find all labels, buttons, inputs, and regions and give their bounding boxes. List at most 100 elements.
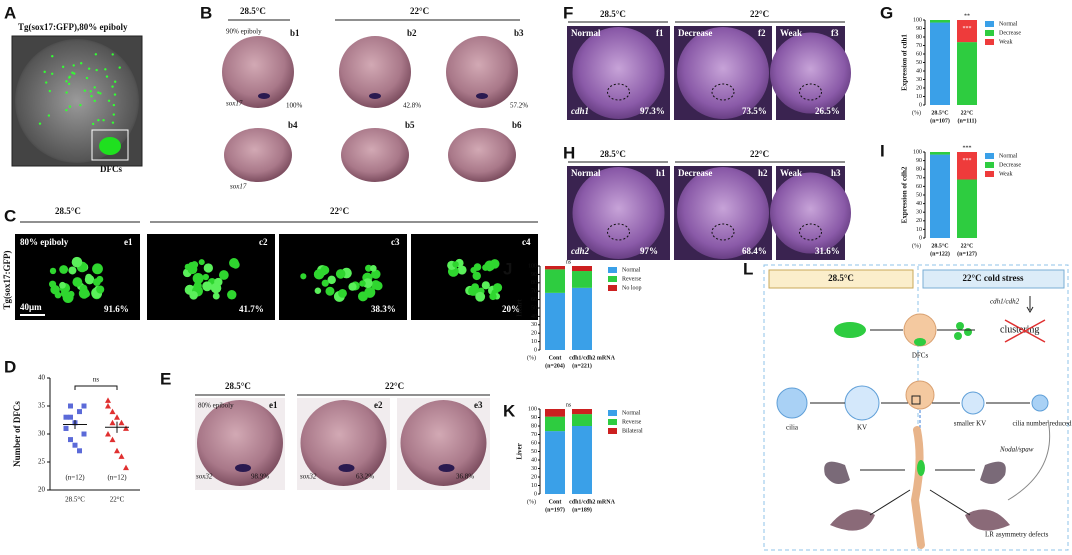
gfp-cell bbox=[371, 269, 381, 279]
y-tick-label: 80 bbox=[916, 167, 922, 173]
gfp-cell bbox=[111, 121, 115, 124]
gfp-cell bbox=[65, 91, 68, 94]
legend-label: Normal bbox=[622, 267, 641, 273]
bar-segment bbox=[930, 152, 950, 155]
x-tick-label: 28.5°C bbox=[65, 496, 85, 504]
gfp-cell bbox=[489, 292, 497, 301]
point bbox=[109, 419, 116, 426]
gfp-cell bbox=[72, 277, 83, 287]
group-n: (n=12) bbox=[65, 474, 85, 482]
y-tick-label: 10 bbox=[916, 227, 922, 233]
gfp-cell bbox=[68, 76, 71, 79]
bracket bbox=[74, 385, 118, 390]
label: KV bbox=[857, 424, 867, 432]
y-label: Expression of cdh2 bbox=[901, 166, 909, 223]
gfp-cells bbox=[38, 53, 121, 126]
y-tick-label: 100 bbox=[528, 406, 537, 412]
gfp-cell bbox=[198, 259, 205, 266]
point bbox=[118, 453, 125, 459]
dfc-outline bbox=[711, 83, 735, 101]
bar-segment bbox=[957, 179, 977, 238]
image-id: e1 bbox=[269, 400, 278, 410]
header: 28.5°C bbox=[55, 206, 81, 216]
annotation: ns bbox=[93, 376, 100, 384]
gfp-cell bbox=[85, 76, 89, 80]
dfc-outline bbox=[799, 83, 822, 101]
y-tick-label: 100 bbox=[913, 17, 922, 23]
panel-label: L bbox=[743, 259, 753, 278]
legend-swatch bbox=[608, 267, 617, 273]
percent: 42.8% bbox=[403, 102, 421, 110]
y-label: Number of DFCs bbox=[12, 401, 22, 467]
header: 22°C bbox=[750, 9, 769, 19]
y-tick-label: 30 bbox=[531, 322, 537, 328]
micrograph bbox=[15, 234, 140, 320]
image-id: h3 bbox=[831, 168, 841, 178]
stain bbox=[235, 464, 251, 472]
embryo bbox=[677, 27, 769, 119]
organ-icon bbox=[917, 460, 925, 476]
dfc-outline bbox=[799, 223, 822, 241]
y-tick-label: 10 bbox=[916, 94, 922, 100]
x-tick-label: 22°C bbox=[961, 109, 974, 116]
gfp-cell bbox=[118, 66, 121, 69]
gene: sox32 bbox=[300, 473, 317, 481]
gfp-cell bbox=[212, 292, 220, 300]
gfp-cell bbox=[486, 264, 493, 272]
highlight-box bbox=[91, 129, 129, 161]
embryo bbox=[400, 400, 487, 486]
gfp-cell bbox=[79, 103, 82, 107]
y-tick-label: 90 bbox=[916, 26, 922, 32]
percent: 57.2% bbox=[510, 102, 528, 110]
category: Decrease bbox=[678, 168, 712, 178]
bar-segment bbox=[930, 22, 950, 105]
gfp-cell bbox=[93, 99, 96, 103]
condition-box bbox=[922, 269, 1065, 289]
legend-swatch bbox=[608, 419, 617, 425]
gfp-cell bbox=[348, 282, 357, 291]
gene: sox32 bbox=[196, 473, 213, 481]
point bbox=[118, 419, 125, 426]
gfp-cell bbox=[493, 283, 503, 293]
gene: sox17 bbox=[226, 100, 243, 108]
gfp-cell bbox=[72, 64, 75, 67]
point bbox=[114, 414, 120, 420]
x-sublabel: (n=197) bbox=[545, 506, 565, 513]
y-tick-label: 30 bbox=[531, 466, 537, 472]
gfp-cell bbox=[62, 291, 74, 303]
stage: 80% epiboly bbox=[20, 237, 69, 247]
legend-label: Reverse bbox=[622, 276, 642, 282]
stain bbox=[338, 464, 355, 472]
gfp-cell bbox=[472, 271, 481, 281]
gfp-cell bbox=[67, 82, 71, 86]
gfp-cell bbox=[96, 285, 105, 294]
bar-segment bbox=[957, 152, 977, 180]
kv-icon bbox=[961, 391, 985, 415]
y-tick-label: 70 bbox=[916, 175, 922, 181]
x-tick-label: Cont bbox=[549, 499, 562, 505]
y-label: Expression of cdh1 bbox=[901, 34, 909, 91]
condition-box bbox=[768, 269, 914, 289]
gfp-cell bbox=[470, 267, 477, 274]
gfp-cell bbox=[95, 68, 98, 72]
category: Normal bbox=[571, 168, 601, 178]
annotation: ns bbox=[566, 402, 572, 408]
legend-label: Weak bbox=[999, 39, 1013, 45]
percent: 31.6% bbox=[815, 246, 840, 256]
percent: 41.7% bbox=[239, 304, 264, 314]
embryo bbox=[300, 400, 387, 486]
dfc-clusters bbox=[834, 322, 972, 340]
embryo bbox=[770, 32, 851, 114]
gfp-cell bbox=[68, 105, 72, 108]
label: DFCs bbox=[912, 352, 929, 360]
point bbox=[81, 431, 87, 437]
gfp-cell bbox=[59, 265, 69, 274]
panel-label: K bbox=[503, 401, 516, 420]
annotation: ** bbox=[964, 13, 970, 19]
arrow bbox=[869, 489, 911, 516]
category: Normal bbox=[571, 28, 601, 38]
dfc-outline bbox=[711, 223, 735, 241]
label: cilia number reduced bbox=[1012, 420, 1072, 428]
percent: 97% bbox=[640, 246, 658, 256]
percent: 68.4% bbox=[742, 246, 767, 256]
